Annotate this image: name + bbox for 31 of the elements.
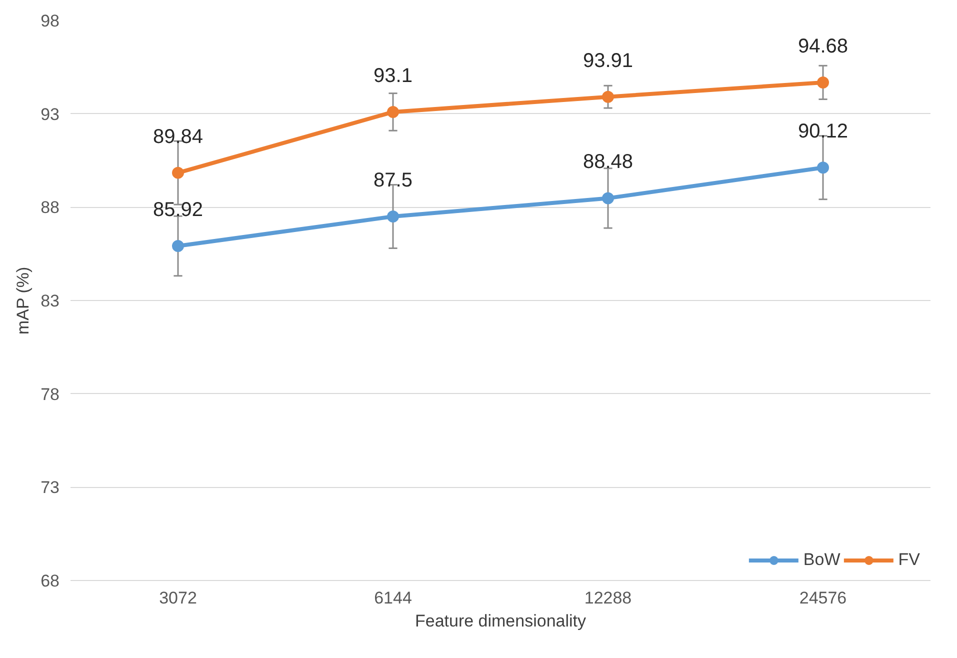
data-label: 93.1 <box>374 64 412 87</box>
y-tick-label: 78 <box>40 384 60 404</box>
point <box>817 76 829 88</box>
x-tick-label: 24576 <box>799 588 847 608</box>
point <box>172 166 184 179</box>
y-tick-label: 68 <box>40 572 60 590</box>
y-tick-label: 88 <box>40 198 60 218</box>
point <box>602 90 614 103</box>
x-tick-label: 12288 <box>584 588 632 608</box>
y-axis-title: mAP (%) <box>14 266 33 334</box>
data-label: 90.12 <box>798 120 848 143</box>
data-label: 88.48 <box>582 151 634 174</box>
legend-label: BoW <box>803 550 840 570</box>
data-label: 94.68 <box>798 35 848 58</box>
point <box>172 240 184 252</box>
y-tick-label: 93 <box>40 104 60 124</box>
y-tick-label: 83 <box>40 292 60 310</box>
data-label: 85.92 <box>152 198 204 221</box>
point <box>387 106 399 118</box>
data-label: 93.91 <box>582 50 634 72</box>
x-tick-label: 6144 <box>374 588 412 608</box>
data-label: 89.84 <box>152 126 204 148</box>
data-label: 87.5 <box>374 170 412 192</box>
point <box>602 192 614 204</box>
legend-label: FV <box>898 550 920 570</box>
y-tick-label: 73 <box>40 478 60 498</box>
x-axis-title: Feature dimensionality <box>414 612 587 630</box>
x-tick-label: 3072 <box>159 588 197 608</box>
y-tick-label: 98 <box>40 12 60 30</box>
point <box>387 210 399 222</box>
point <box>817 162 829 174</box>
